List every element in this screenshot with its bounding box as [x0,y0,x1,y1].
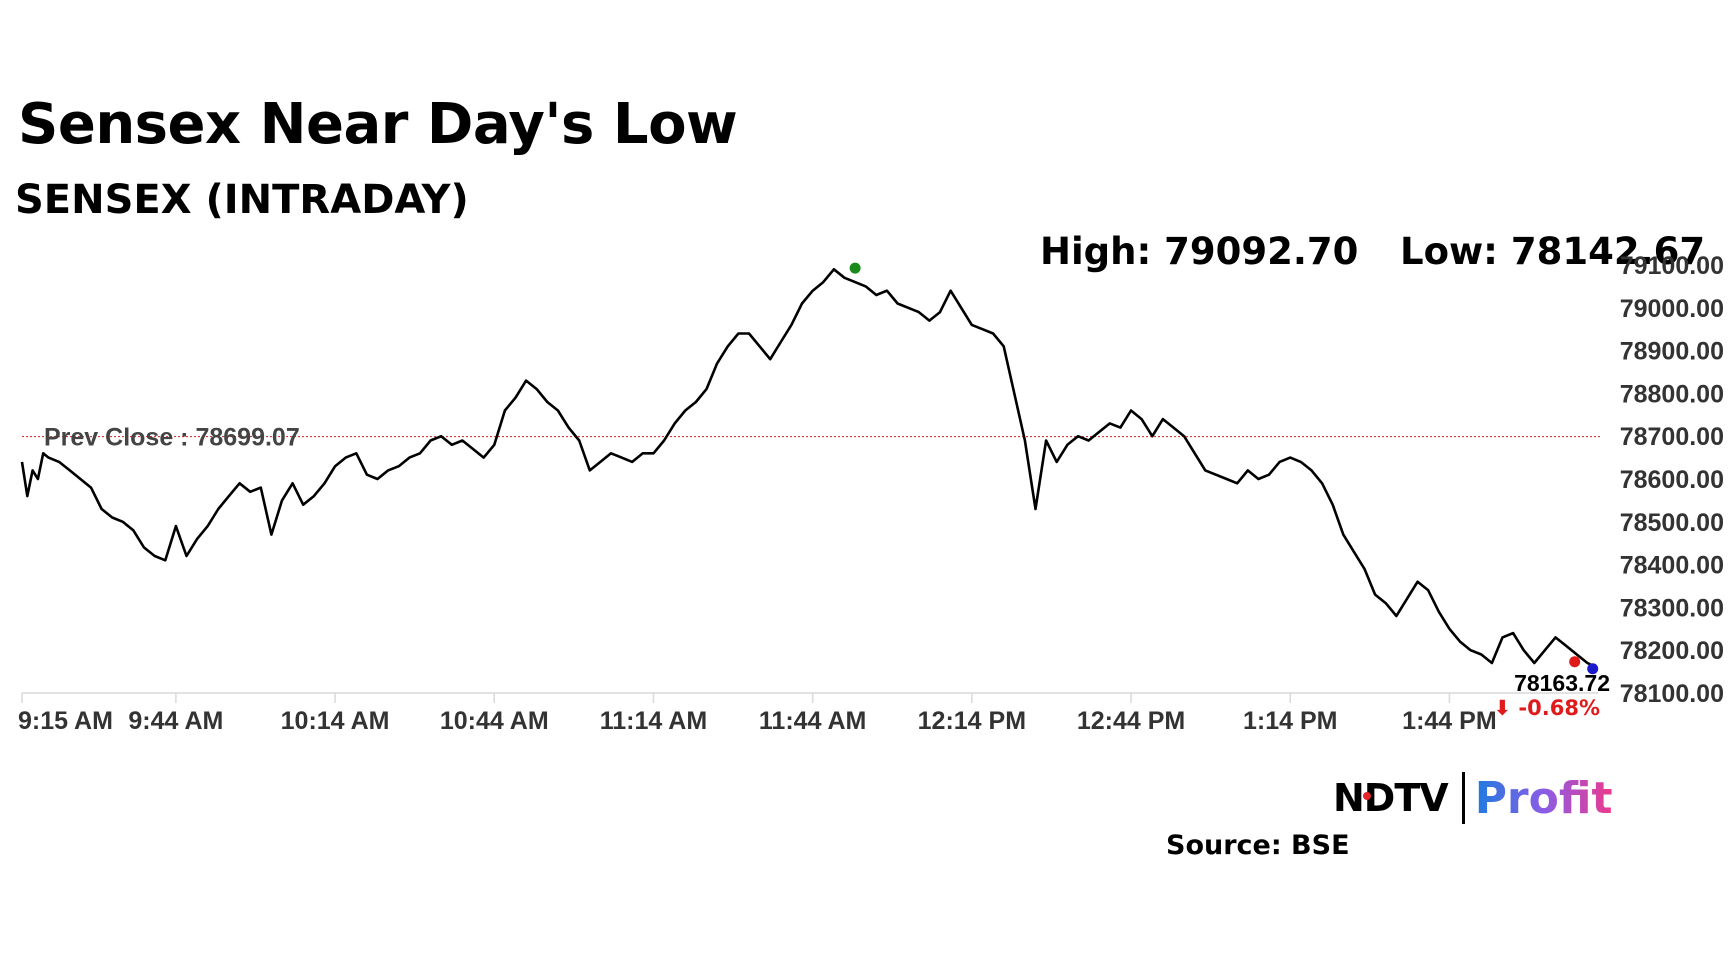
day-low-stat: Low: 78142.67 [1400,230,1706,273]
logo-profit-text: Profit [1474,772,1613,824]
percent-change-label: ⬇ -0.68% [1494,696,1600,720]
x-tick-label: 9:44 AM [128,707,223,735]
chart-title: Sensex Near Day's Low [18,92,738,157]
y-tick-label: 78600.00 [1620,466,1724,494]
logo-separator [1461,772,1465,824]
y-tick-label: 78700.00 [1620,423,1724,451]
y-tick-label: 78200.00 [1620,637,1724,665]
x-axis-ticks: 9:15 AM 9:44 AM 10:14 AM 10:44 AM 11:14 AM 11… [18,693,1497,735]
y-tick-label: 79100.00 [1620,252,1724,280]
x-tick-label: 11:14 AM [600,707,707,735]
x-tick-label: 9:15 AM [18,707,113,735]
ndtv-profit-logo: NDTV Profit [1333,772,1613,824]
y-tick-label: 78900.00 [1620,338,1724,366]
x-tick-label: 12:14 PM [918,707,1026,735]
sensex-price-line [20,268,1594,667]
y-tick-label: 78100.00 [1620,680,1724,708]
day-high-marker [849,262,861,274]
x-tick-label: 12:44 PM [1077,707,1185,735]
y-tick-label: 78300.00 [1620,594,1724,622]
last-price-label: 78163.72 [1514,670,1610,696]
y-axis-ticks: 79100.00 79000.00 78900.00 78800.00 78700.00… [1620,252,1724,708]
source-note: Source: BSE [1166,830,1350,861]
last-price-marker [1569,656,1581,668]
x-tick-label: 10:44 AM [440,707,549,735]
chart-subtitle: SENSEX (INTRADAY) [15,177,469,223]
day-high-stat: High: 79092.70 [1040,230,1359,273]
x-tick-label: 10:14 AM [281,707,390,735]
prev-close-label: Prev Close : 78699.07 [44,424,300,452]
y-tick-label: 79000.00 [1620,295,1724,323]
x-tick-label: 11:44 AM [759,707,866,735]
x-tick-label: 1:14 PM [1243,707,1337,735]
y-tick-label: 78400.00 [1620,552,1724,580]
logo-ndtv-text: NDTV [1333,776,1449,820]
current-price-marker [1587,663,1599,675]
y-tick-label: 78800.00 [1620,380,1724,408]
y-tick-label: 78500.00 [1620,509,1724,537]
x-tick-label: 1:44 PM [1402,707,1496,735]
logo-dot-icon [1363,792,1371,800]
